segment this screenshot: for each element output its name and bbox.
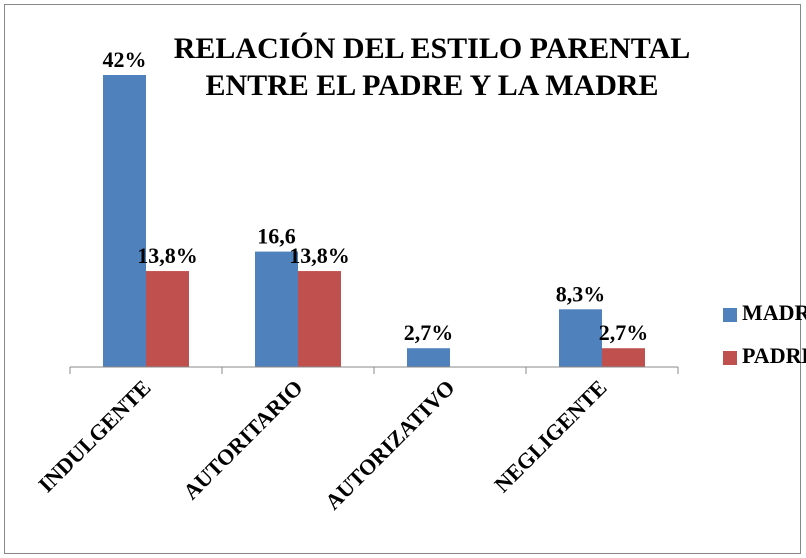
legend-label: PADRE <box>742 343 806 368</box>
chart-title: ENTRE EL PADRE Y LA MADRE <box>205 69 658 102</box>
bar <box>255 251 298 367</box>
legend-swatch <box>723 351 737 365</box>
data-label: 42% <box>103 47 147 72</box>
bar <box>298 271 341 367</box>
data-label: 2,7% <box>404 320 454 345</box>
data-label: 8,3% <box>556 281 606 306</box>
bar <box>407 348 450 367</box>
bar <box>103 75 146 367</box>
data-label: 2,7% <box>599 320 649 345</box>
data-label: 16,6 <box>257 224 296 249</box>
legend-swatch <box>723 308 737 322</box>
bar <box>559 309 602 367</box>
bar <box>146 271 189 367</box>
data-label: 13,8% <box>137 243 198 268</box>
legend-label: MADRE <box>742 300 806 325</box>
bar <box>602 348 645 367</box>
data-label: 13,8% <box>289 243 350 268</box>
chart-title: RELACIÓN DEL ESTILO PARENTAL <box>174 32 691 65</box>
